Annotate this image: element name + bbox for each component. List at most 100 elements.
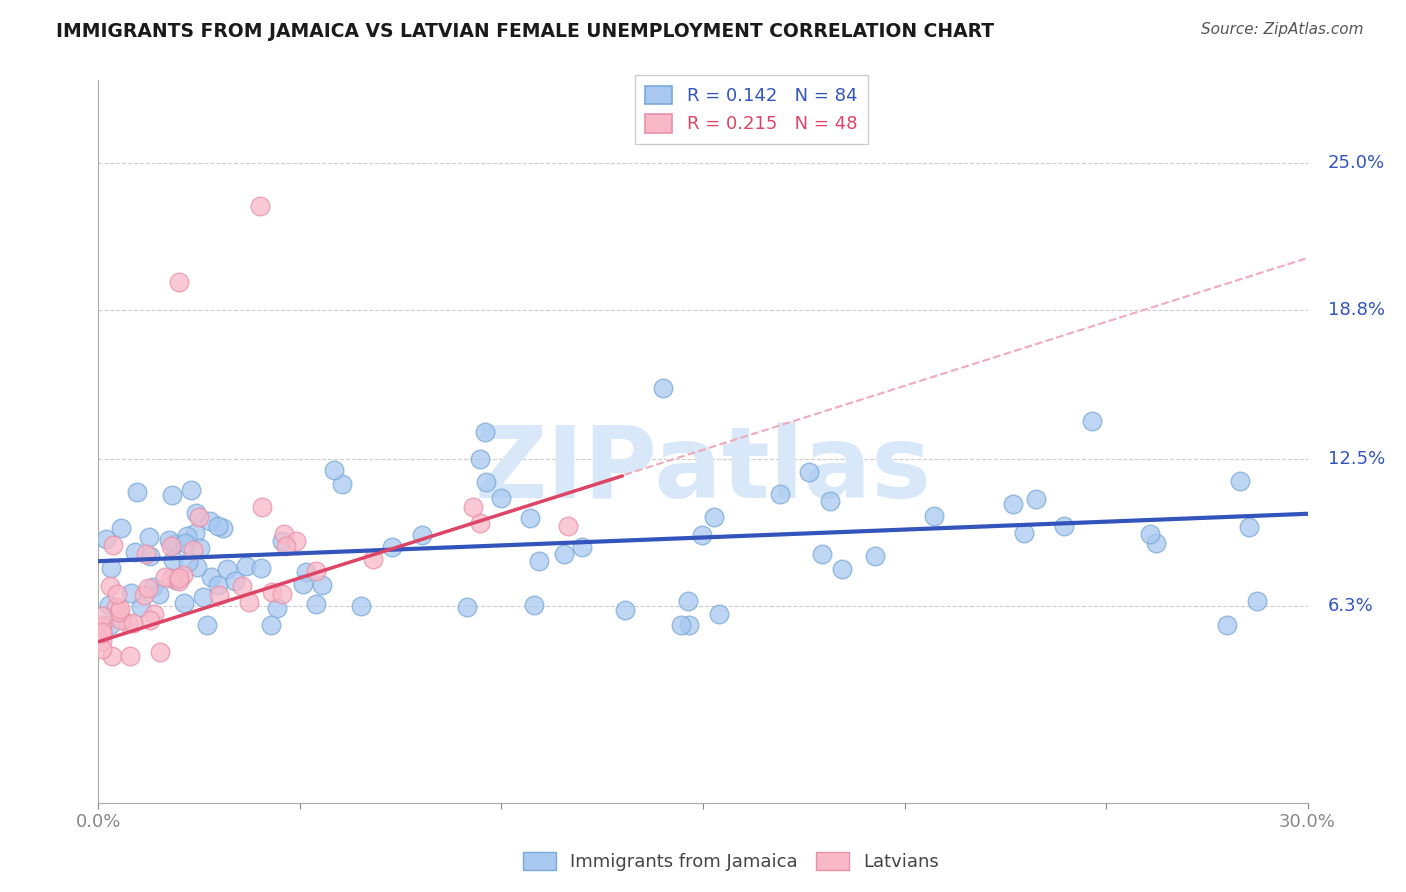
Point — [108, 605, 131, 619]
Point — [474, 425, 496, 439]
Point — [571, 540, 593, 554]
Point — [266, 601, 288, 615]
Point — [142, 580, 165, 594]
Point — [98, 598, 121, 612]
Point — [651, 381, 673, 395]
Point — [187, 510, 209, 524]
Point — [274, 540, 297, 554]
Point — [207, 519, 229, 533]
Point — [519, 511, 541, 525]
Point — [260, 618, 283, 632]
Point — [1139, 527, 1161, 541]
Point — [172, 568, 194, 582]
Point — [167, 571, 190, 585]
Point — [703, 510, 725, 524]
Point — [153, 570, 176, 584]
Text: 12.5%: 12.5% — [1327, 450, 1385, 468]
Point — [129, 599, 152, 614]
Point — [235, 558, 257, 573]
Point — [411, 527, 433, 541]
Point — [769, 487, 792, 501]
Point — [159, 571, 181, 585]
Point — [489, 491, 512, 506]
Point — [305, 598, 328, 612]
Point — [456, 599, 478, 614]
Point — [91, 618, 114, 632]
Point — [678, 594, 700, 608]
Point — [165, 573, 187, 587]
Point — [149, 645, 172, 659]
Point — [294, 565, 316, 579]
Point — [132, 588, 155, 602]
Point — [523, 598, 546, 612]
Point — [613, 603, 636, 617]
Point — [381, 541, 404, 555]
Point — [195, 618, 218, 632]
Point — [91, 624, 114, 639]
Point — [117, 616, 139, 631]
Point — [105, 587, 128, 601]
Point — [91, 625, 114, 640]
Point — [1144, 536, 1167, 550]
Point — [173, 536, 195, 550]
Point — [100, 618, 122, 632]
Point — [101, 538, 124, 552]
Point — [323, 463, 346, 477]
Point — [1012, 526, 1035, 541]
Point — [285, 533, 308, 548]
Point — [91, 641, 114, 656]
Point — [110, 521, 132, 535]
Point — [162, 537, 184, 551]
Point — [127, 485, 149, 500]
Point — [91, 634, 114, 648]
Point — [231, 578, 253, 592]
Point — [162, 553, 184, 567]
Point — [669, 618, 692, 632]
Point — [160, 488, 183, 502]
Point — [139, 549, 162, 563]
Point — [180, 483, 202, 497]
Point — [361, 552, 384, 566]
Text: Source: ZipAtlas.com: Source: ZipAtlas.com — [1201, 22, 1364, 37]
Point — [831, 562, 853, 576]
Point — [1001, 497, 1024, 511]
Point — [177, 555, 200, 569]
Point — [135, 547, 157, 561]
Legend: Immigrants from Jamaica, Latvians: Immigrants from Jamaica, Latvians — [516, 845, 946, 879]
Point — [270, 533, 292, 548]
Point — [184, 526, 207, 541]
Point — [118, 648, 141, 663]
Point — [169, 574, 191, 588]
Point — [200, 570, 222, 584]
Point — [529, 553, 551, 567]
Point — [865, 549, 887, 564]
Point — [557, 518, 579, 533]
Point — [167, 275, 190, 289]
Point — [121, 615, 143, 630]
Point — [124, 544, 146, 558]
Point — [186, 560, 208, 574]
Point — [250, 500, 273, 514]
Text: IMMIGRANTS FROM JAMAICA VS LATVIAN FEMALE UNEMPLOYMENT CORRELATION CHART: IMMIGRANTS FROM JAMAICA VS LATVIAN FEMAL… — [56, 22, 994, 41]
Point — [191, 591, 214, 605]
Point — [292, 576, 315, 591]
Point — [475, 475, 498, 489]
Point — [707, 607, 730, 622]
Point — [215, 562, 238, 576]
Point — [110, 613, 132, 627]
Point — [142, 607, 165, 621]
Point — [249, 561, 271, 575]
Point — [238, 595, 260, 609]
Text: ZIPatlas: ZIPatlas — [475, 422, 931, 519]
Point — [678, 618, 700, 632]
Point — [91, 620, 114, 634]
Point — [108, 602, 131, 616]
Point — [96, 532, 118, 546]
Point — [311, 577, 333, 591]
Point — [198, 514, 221, 528]
Point — [1229, 474, 1251, 488]
Point — [1216, 618, 1239, 632]
Point — [100, 561, 122, 575]
Point — [91, 608, 114, 623]
Text: 25.0%: 25.0% — [1327, 154, 1385, 172]
